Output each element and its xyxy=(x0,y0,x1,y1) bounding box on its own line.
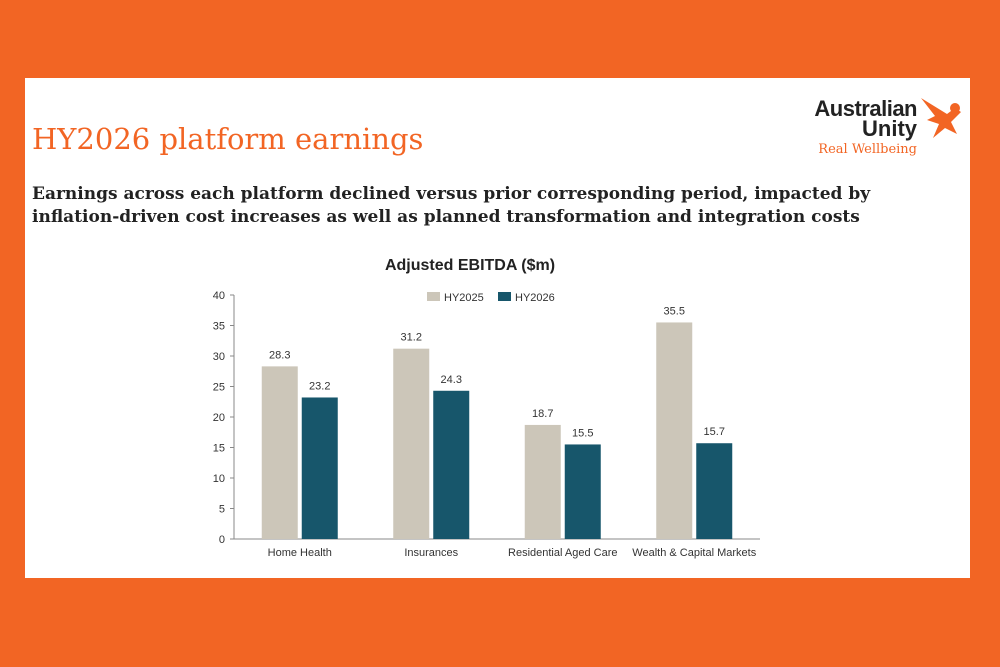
y-tick-label: 25 xyxy=(213,382,225,394)
page-title: HY2026 platform earnings xyxy=(32,122,424,156)
y-tick-label: 10 xyxy=(213,473,225,485)
data-label: 15.7 xyxy=(704,426,725,438)
y-tick-label: 0 xyxy=(219,534,225,546)
subtitle: Earnings across each platform declined v… xyxy=(32,184,871,227)
bar-hy2025 xyxy=(261,366,298,539)
bar-hy2026 xyxy=(301,397,338,539)
logo-line2: Unity xyxy=(862,116,917,141)
slide-card: HY2026 platform earnings Earnings across… xyxy=(25,78,970,578)
legend-swatch xyxy=(427,292,440,301)
y-tick-label: 5 xyxy=(219,504,225,516)
bar-hy2026 xyxy=(433,390,470,539)
y-tick-label: 30 xyxy=(213,351,225,363)
x-tick-label: Residential Aged Care xyxy=(508,547,617,559)
y-tick-label: 20 xyxy=(213,412,225,424)
data-label: 23.2 xyxy=(309,380,330,392)
y-tick-label: 35 xyxy=(213,321,225,333)
bar-hy2025 xyxy=(656,322,693,539)
logo: Australian Unity Real Wellbeing xyxy=(805,92,965,162)
data-label: 31.2 xyxy=(401,332,422,344)
data-label: 28.3 xyxy=(269,349,290,361)
bar-hy2025 xyxy=(393,348,430,539)
y-tick-label: 40 xyxy=(213,290,225,302)
bar-hy2025 xyxy=(524,424,561,539)
data-label: 24.3 xyxy=(441,374,462,386)
legend-label: HY2026 xyxy=(515,292,555,304)
chart-title: Adjusted EBITDA ($m) xyxy=(385,257,555,274)
logo-tagline: Real Wellbeing xyxy=(818,142,917,157)
x-tick-label: Wealth & Capital Markets xyxy=(632,547,756,559)
kookaburra-bird-icon xyxy=(921,98,961,138)
x-tick-label: Home Health xyxy=(268,547,332,559)
legend-label: HY2025 xyxy=(444,292,484,304)
bar-hy2026 xyxy=(696,443,733,539)
data-label: 35.5 xyxy=(664,305,685,317)
y-tick-label: 15 xyxy=(213,443,225,455)
data-label: 18.7 xyxy=(532,408,553,420)
logo-line1: Australian xyxy=(814,96,917,121)
bar-hy2026 xyxy=(564,444,601,539)
x-tick-label: Insurances xyxy=(404,547,458,559)
data-label: 15.5 xyxy=(572,427,593,439)
legend-swatch xyxy=(498,292,511,301)
